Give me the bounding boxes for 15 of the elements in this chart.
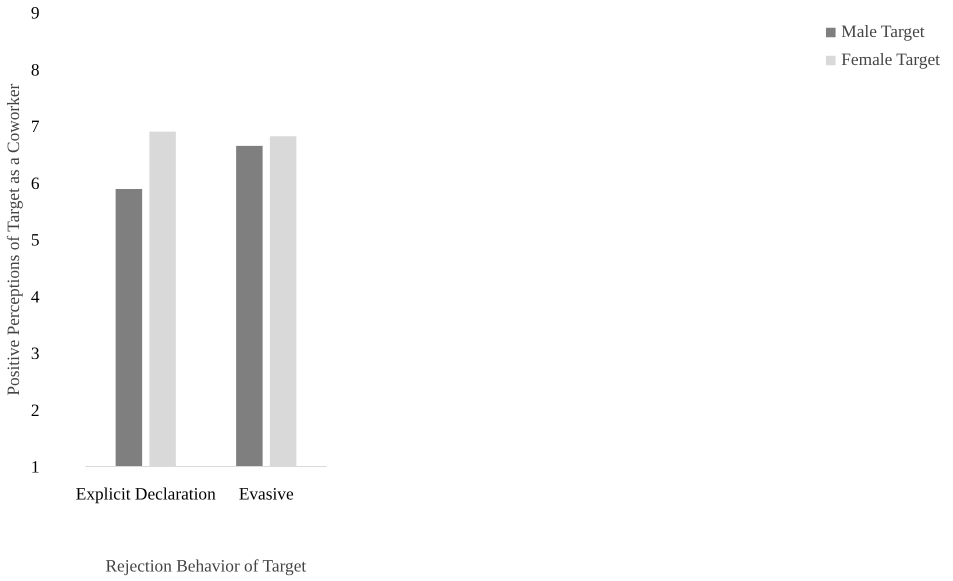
legend-label: Male Target — [841, 22, 925, 42]
x-axis-title: Rejection Behavior of Target — [105, 556, 306, 576]
x-tick-label: Evasive — [238, 484, 294, 504]
y-tick-label: 4 — [30, 287, 40, 306]
y-tick-label: 3 — [30, 344, 40, 363]
y-tick-label: 2 — [30, 400, 40, 420]
y-tick-label: 7 — [30, 117, 40, 136]
legend-label: Female Target — [841, 50, 940, 70]
y-tick-label: 5 — [30, 230, 40, 250]
y-tick-label: 9 — [30, 4, 40, 22]
y-tick-label: 6 — [30, 174, 40, 193]
y-tick-label: 8 — [30, 60, 40, 80]
x-tick-label: Explicit Declaration — [76, 484, 216, 504]
y-axis-title: Positive Perceptions of Target as a Coworker — [4, 83, 23, 396]
y-tick-label: 1 — [30, 458, 40, 476]
